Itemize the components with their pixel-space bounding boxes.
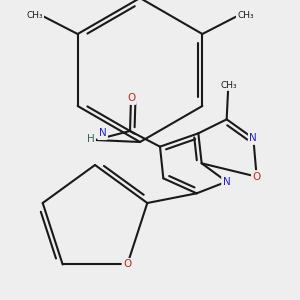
Text: O: O	[127, 93, 135, 103]
Text: N: N	[250, 133, 257, 143]
Text: CH₃: CH₃	[220, 80, 237, 89]
Text: O: O	[123, 260, 131, 269]
Text: N: N	[99, 128, 106, 139]
Text: N: N	[223, 177, 230, 187]
Text: O: O	[253, 172, 261, 182]
Text: CH₃: CH₃	[26, 11, 43, 20]
Text: H: H	[87, 134, 94, 145]
Text: CH₃: CH₃	[237, 11, 254, 20]
